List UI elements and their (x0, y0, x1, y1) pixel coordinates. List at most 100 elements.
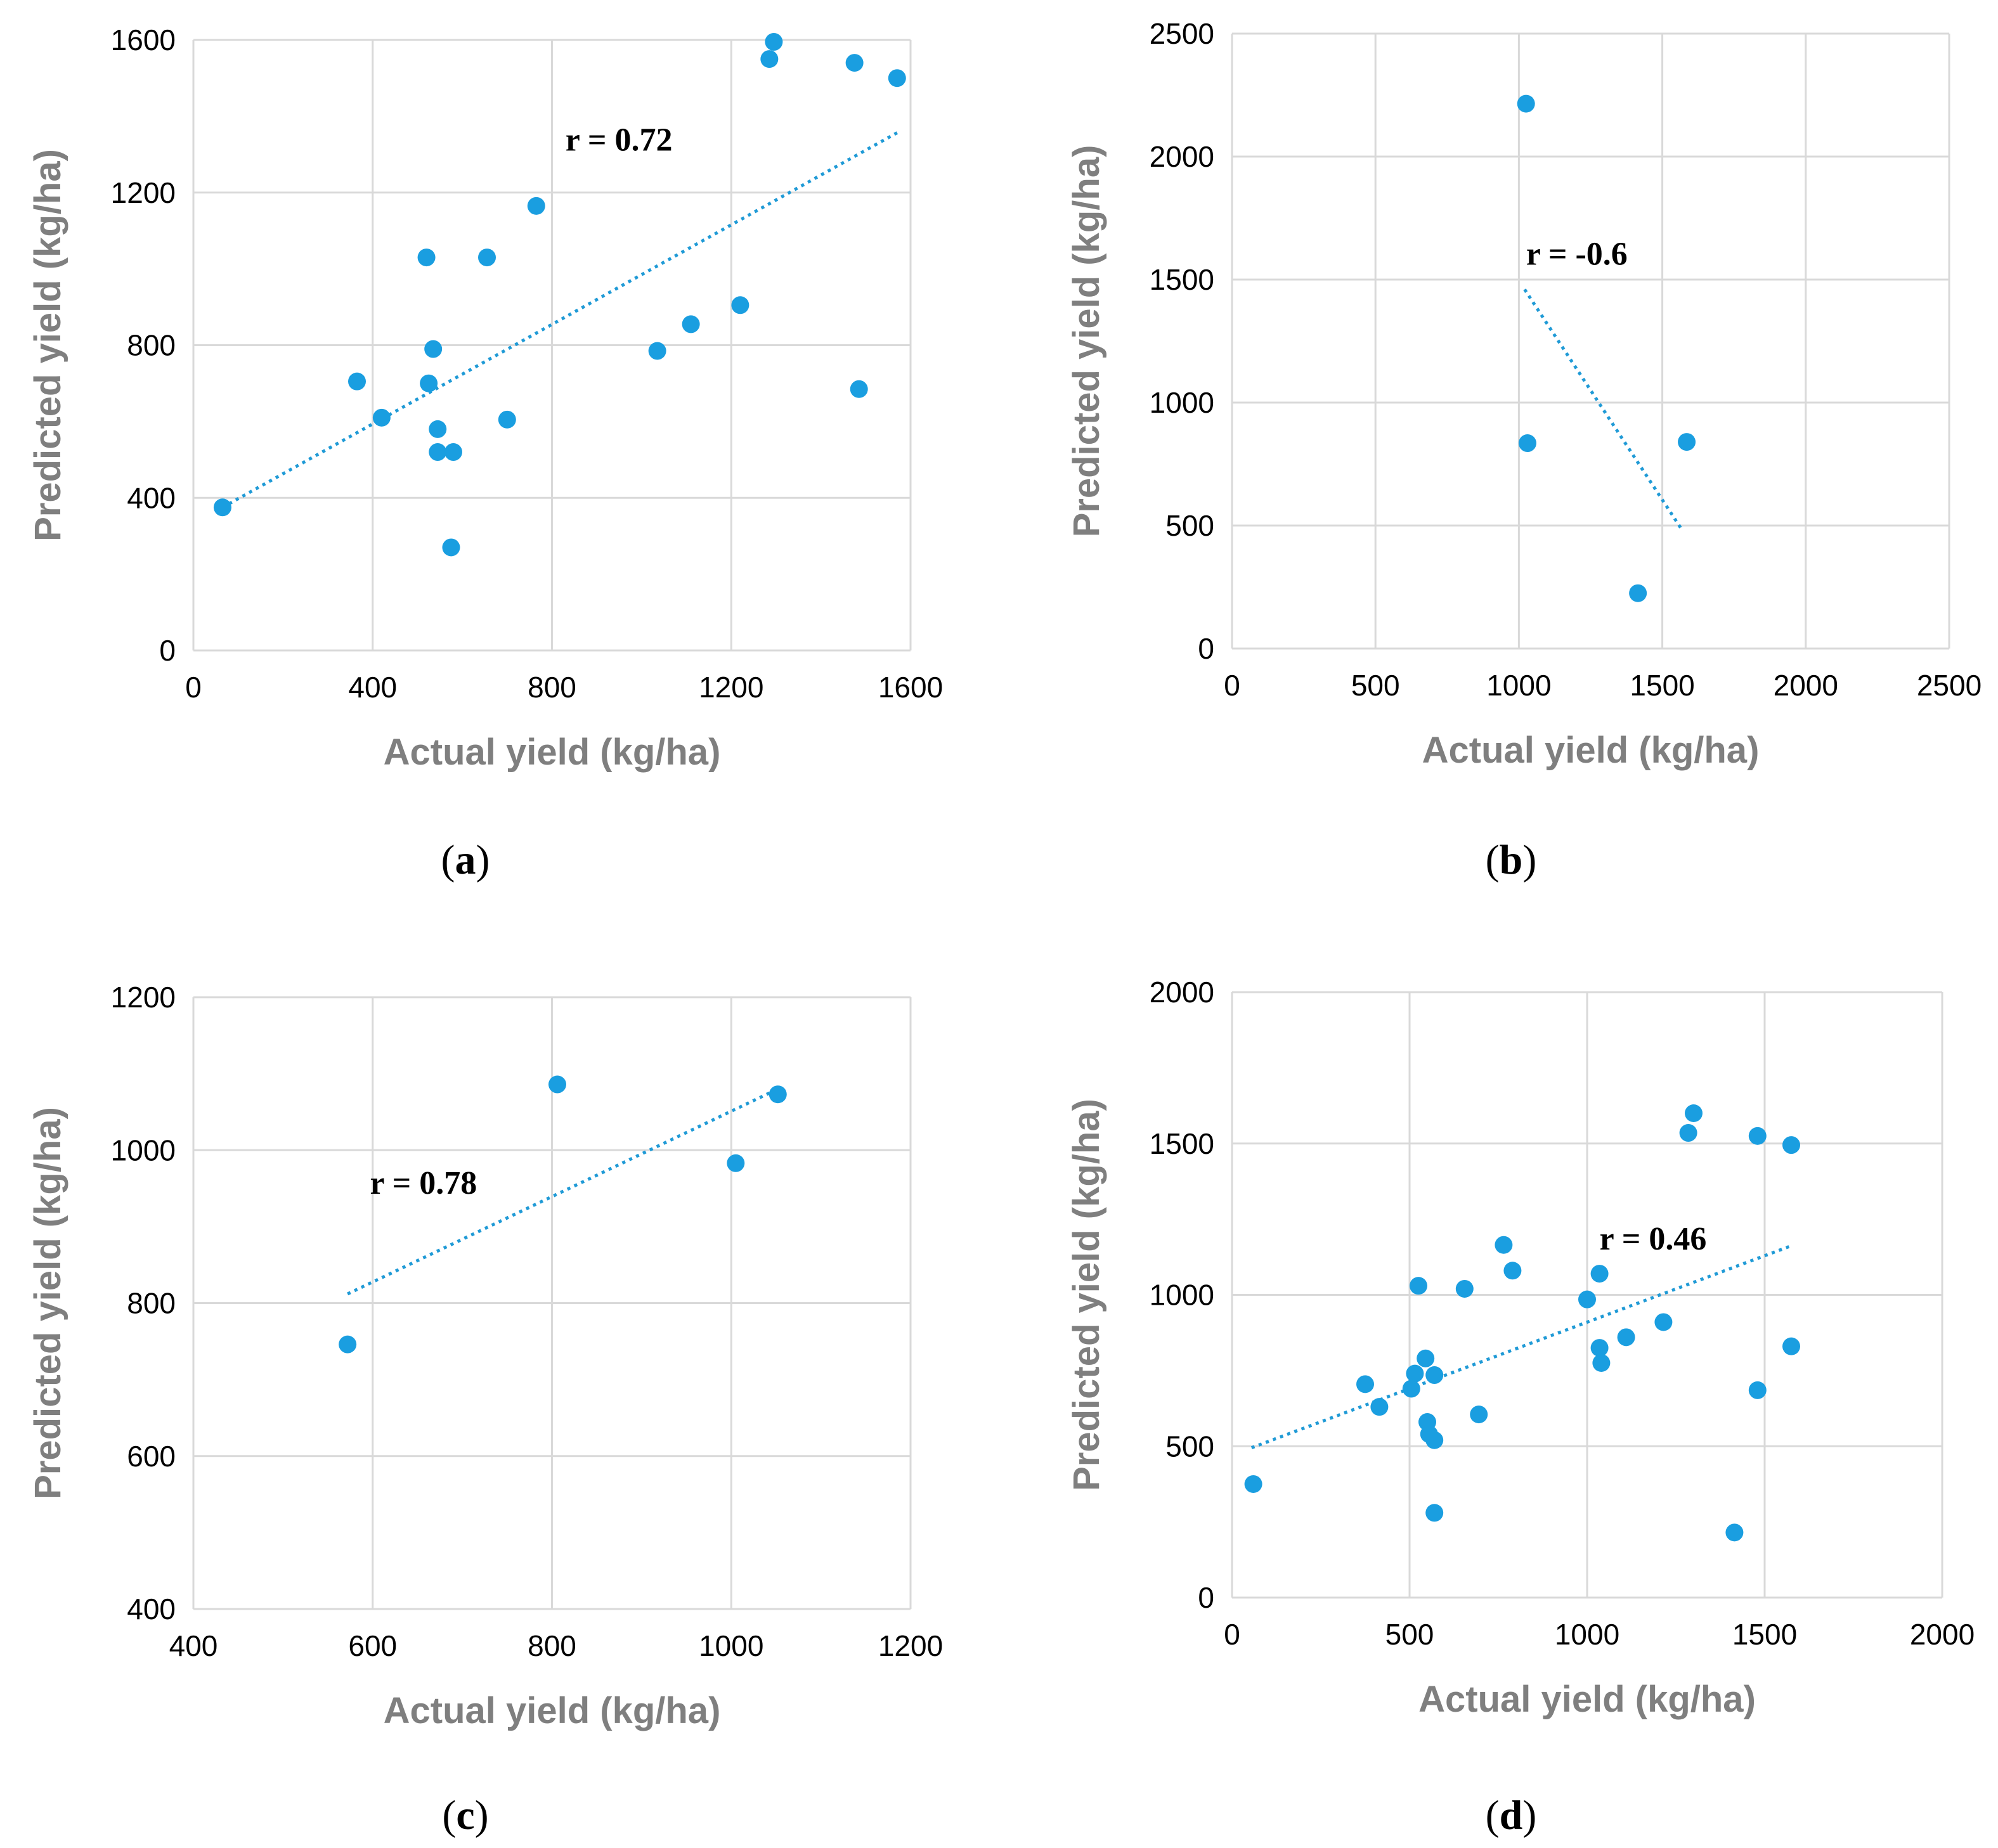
data-point (648, 342, 666, 360)
data-point (1370, 1398, 1389, 1416)
data-point (1425, 1431, 1444, 1449)
y-tick-label: 1500 (1150, 1127, 1214, 1160)
x-axis-title: Actual yield (kg/ha) (1422, 730, 1760, 771)
data-point (1425, 1504, 1444, 1522)
x-tick-label: 0 (1224, 669, 1240, 702)
data-point (339, 1335, 357, 1354)
y-tick-label: 1200 (111, 176, 176, 209)
panel-label: (d) (1486, 1792, 1537, 1838)
x-tick-label: 400 (169, 1629, 218, 1662)
data-point (682, 315, 700, 333)
x-tick-label: 2000 (1910, 1618, 1975, 1651)
trendline (1250, 1244, 1791, 1449)
y-tick-label: 500 (1165, 1430, 1214, 1463)
y-tick-label: 0 (159, 634, 176, 667)
panel-label: (a) (441, 837, 490, 883)
data-point (420, 374, 438, 392)
data-point (372, 408, 391, 427)
x-tick-label: 0 (185, 671, 202, 704)
data-point (1495, 1236, 1513, 1254)
y-tick-label: 600 (127, 1440, 176, 1473)
trendline (1523, 288, 1684, 532)
data-point (429, 420, 447, 438)
data-point (888, 69, 906, 87)
data-point (765, 33, 783, 51)
data-point (548, 1075, 566, 1094)
data-point (1685, 1104, 1703, 1122)
data-point (1590, 1265, 1609, 1283)
data-point (348, 372, 367, 391)
x-tick-label: 800 (528, 671, 576, 704)
data-point (1617, 1328, 1635, 1347)
panel-d: 0 500 1000 1500 2000 0 500 1000 1500 2000 Actual y… (1066, 976, 1975, 1838)
data-point (850, 380, 868, 398)
y-tick-label: 400 (127, 481, 176, 514)
x-tick-label: 1600 (878, 671, 943, 704)
x-axis-title: Actual yield (kg/ha) (384, 1690, 721, 1731)
y-tick-label: 800 (127, 329, 176, 362)
panel-letter: d (1500, 1792, 1523, 1838)
x-tick-label: 500 (1351, 669, 1400, 702)
data-point (1503, 1262, 1522, 1280)
data-point (1592, 1354, 1611, 1372)
data-point (1782, 1337, 1800, 1355)
x-tick-label: 1500 (1732, 1618, 1797, 1651)
data-point (1748, 1381, 1767, 1399)
data-point (1748, 1127, 1767, 1145)
x-tick-label: 2000 (1774, 669, 1838, 702)
data-point (527, 197, 545, 215)
data-point (1517, 94, 1535, 113)
x-tick-label: 1000 (1486, 669, 1551, 702)
y-tick-label: 1000 (1150, 1279, 1214, 1312)
correlation-label: r = 0.78 (370, 1165, 477, 1201)
trendline (347, 1087, 779, 1296)
y-axis-title: Predicted yield (kg/ha) (1066, 1099, 1107, 1491)
data-point (1590, 1339, 1609, 1357)
x-tick-label: 1000 (699, 1629, 763, 1662)
data-point (1425, 1366, 1444, 1385)
data-point (1679, 1124, 1697, 1142)
data-point (442, 538, 460, 557)
x-tick-label: 500 (1385, 1618, 1434, 1651)
data-point (1406, 1364, 1424, 1383)
x-tick-label: 1000 (1555, 1618, 1619, 1651)
y-tick-label: 2000 (1150, 140, 1214, 173)
x-tick-label: 2500 (1917, 669, 1982, 702)
data-point (498, 410, 516, 429)
data-point (1782, 1136, 1800, 1154)
data-point (1578, 1290, 1596, 1308)
y-tick-label: 1200 (111, 981, 176, 1014)
panel-letter: c (456, 1792, 474, 1838)
data-point (1470, 1405, 1488, 1424)
data-point (760, 50, 779, 68)
x-tick-label: 1500 (1630, 669, 1694, 702)
panel-letter: a (455, 837, 476, 883)
data-point (1410, 1277, 1427, 1295)
data-point (1402, 1380, 1420, 1398)
trendline (221, 130, 900, 509)
y-tick-label: 1500 (1150, 263, 1214, 296)
x-tick-label: 600 (348, 1629, 397, 1662)
data-point (1356, 1375, 1374, 1393)
data-point (845, 54, 864, 72)
panel-a: 0 400 800 1200 1600 0 400 800 1200 1600 Actual yie… (27, 23, 943, 883)
data-point (424, 340, 443, 358)
y-tick-label: 1000 (111, 1134, 176, 1166)
y-tick-label: 0 (1198, 632, 1214, 665)
data-point (1417, 1349, 1435, 1367)
panel-label: (c) (442, 1792, 488, 1838)
data-point (1244, 1475, 1262, 1493)
data-point (1678, 433, 1696, 451)
data-point (417, 249, 436, 267)
x-tick-label: 1200 (878, 1629, 943, 1662)
x-tick-label: 800 (528, 1629, 576, 1662)
data-point (213, 498, 231, 517)
y-tick-label: 800 (127, 1287, 176, 1320)
data-point (1629, 584, 1647, 602)
y-tick-label: 1000 (1150, 386, 1214, 419)
y-axis-title: Predicted yield (kg/ha) (27, 1107, 68, 1499)
data-point (731, 296, 749, 314)
y-tick-label: 400 (127, 1593, 176, 1625)
data-point (444, 443, 462, 462)
